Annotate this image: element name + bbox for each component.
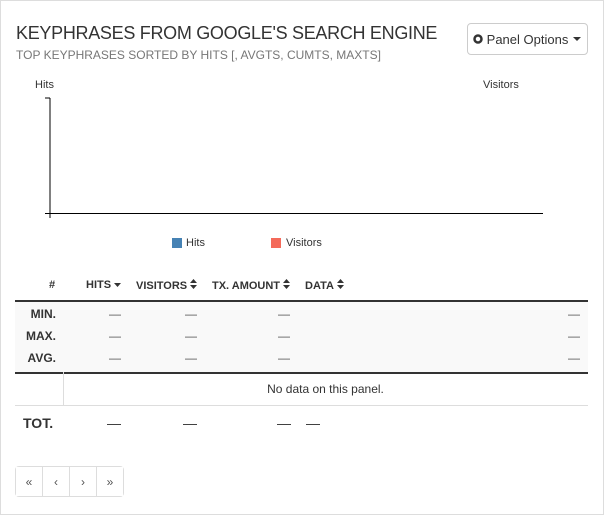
row-label: MAX.	[26, 329, 56, 343]
summary-block	[15, 300, 588, 374]
column-header: #	[49, 279, 56, 291]
header-text: DATA	[305, 280, 334, 292]
cell: —	[109, 329, 121, 343]
row-label: MIN.	[30, 307, 56, 321]
cell: —	[278, 329, 290, 343]
button-label: Panel Options	[486, 31, 569, 47]
gear-icon	[472, 34, 483, 44]
cell: —	[568, 329, 580, 343]
y2-axis-label: Visitors	[483, 79, 519, 91]
sort-icon	[283, 279, 291, 289]
title: KEYPHRASES FROM GOOGLE'S SEARCH ENGINE	[16, 23, 438, 43]
total-value: —	[183, 415, 197, 431]
total-value: —	[277, 415, 291, 431]
sort-icon	[190, 279, 198, 289]
cell: —	[185, 351, 197, 365]
cell: —	[568, 351, 580, 365]
cell: —	[278, 307, 290, 321]
total-value: —	[107, 415, 121, 431]
cell: —	[185, 307, 197, 321]
cell: —	[109, 351, 121, 365]
cell: —	[278, 351, 290, 365]
legend-item: Hits	[186, 237, 205, 249]
sort-icon	[114, 283, 122, 287]
total-value: —	[306, 415, 320, 431]
cell: —	[185, 329, 197, 343]
cell: —	[568, 307, 580, 321]
page-button[interactable]: ›	[70, 466, 97, 497]
header-text: VISITORS	[136, 280, 188, 292]
row-divider	[15, 405, 588, 406]
cell-divider	[63, 372, 64, 405]
page-button[interactable]: ‹	[43, 466, 70, 497]
subtitle: TOP KEYPHRASES SORTED BY HITS [, AVGTS, …	[16, 48, 381, 62]
column-header[interactable]: VISITORS	[136, 279, 198, 292]
pagination: « ‹ › »	[15, 466, 124, 497]
column-header[interactable]: TX. AMOUNT	[212, 279, 291, 292]
page-button[interactable]: «	[15, 466, 43, 497]
sort-icon	[336, 279, 344, 289]
header-text: TX. AMOUNT	[212, 280, 281, 292]
total-label: TOT.	[23, 415, 54, 431]
cell: —	[109, 307, 121, 321]
y-axis-label: Hits	[35, 79, 54, 91]
page-button[interactable]: »	[97, 466, 124, 497]
caret	[573, 37, 582, 41]
empty-message: No data on this panel.	[267, 382, 384, 396]
panel-options-button[interactable]: Panel Options	[467, 23, 588, 55]
column-header[interactable]: HITS	[86, 279, 122, 291]
column-header[interactable]: DATA	[305, 279, 344, 292]
row-label: AVG.	[27, 351, 56, 365]
chart-axes	[45, 97, 543, 248]
legend-item: Visitors	[286, 237, 322, 249]
header-text: HITS	[86, 279, 112, 291]
